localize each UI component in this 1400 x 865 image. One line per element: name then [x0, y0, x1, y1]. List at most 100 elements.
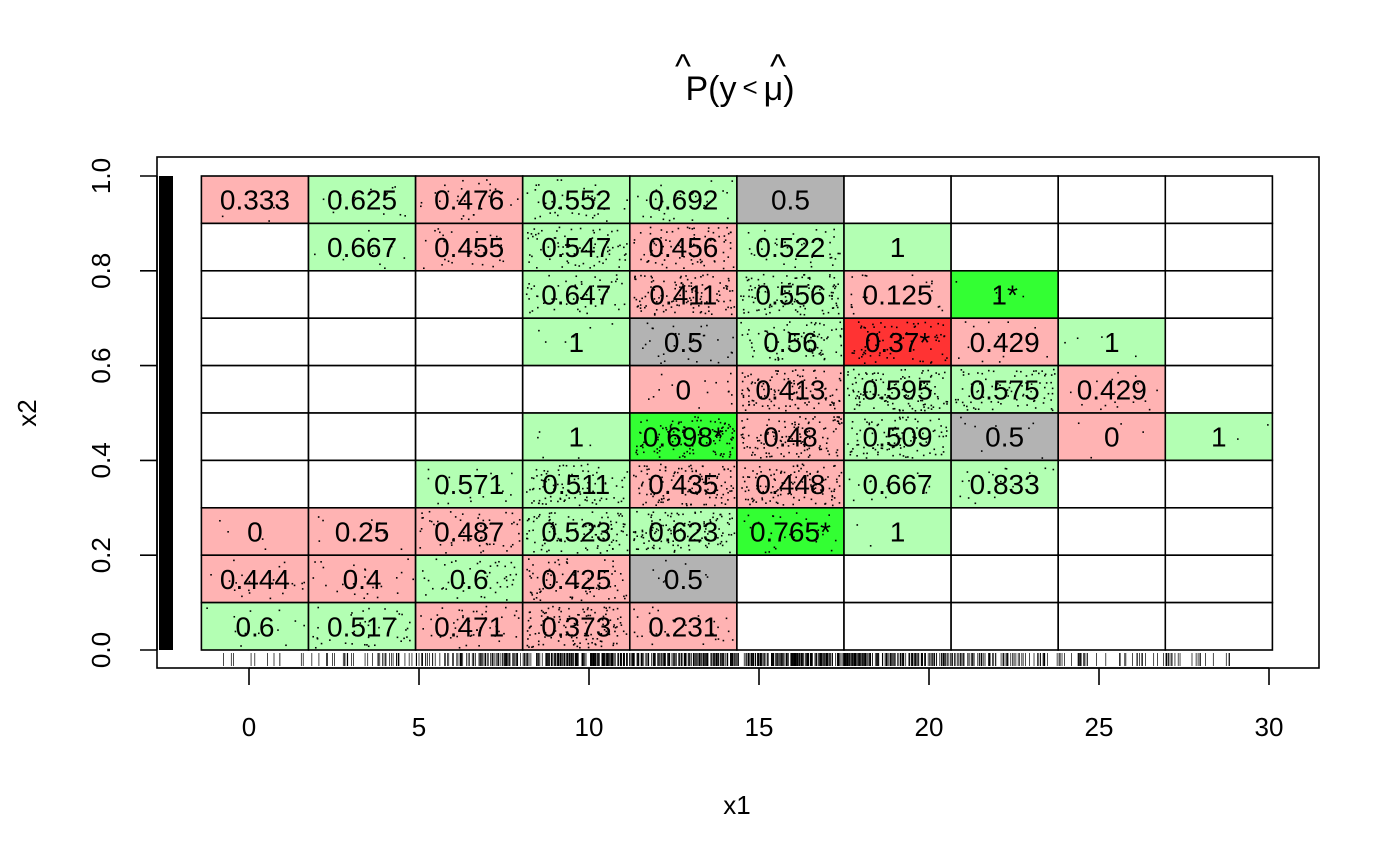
- data-point: [588, 524, 591, 526]
- data-point: [780, 440, 783, 443]
- data-point: [810, 485, 813, 488]
- data-point: [679, 437, 681, 439]
- data-point: [723, 453, 725, 455]
- data-point: [580, 283, 583, 285]
- data-point: [730, 307, 732, 309]
- data-point: [518, 519, 521, 521]
- data-point: [813, 407, 815, 410]
- data-point: [707, 230, 710, 233]
- y-tick-label: 0.4: [86, 442, 116, 478]
- data-point: [687, 480, 690, 483]
- data-point: [802, 305, 805, 307]
- data-point: [646, 473, 649, 475]
- data-point: [685, 624, 687, 627]
- data-point: [510, 545, 512, 548]
- data-point: [773, 431, 776, 434]
- data-point: [406, 627, 409, 630]
- data-point: [748, 404, 750, 406]
- data-point: [482, 550, 485, 552]
- data-point: [701, 260, 703, 263]
- data-point: [598, 228, 601, 231]
- data-point: [665, 426, 667, 429]
- data-point: [993, 496, 996, 499]
- data-point: [730, 485, 733, 487]
- data-point: [549, 258, 551, 261]
- data-point: [618, 258, 621, 261]
- data-point: [795, 277, 798, 279]
- data-point: [977, 372, 979, 374]
- data-point: [548, 531, 551, 533]
- data-point: [899, 447, 902, 449]
- data-point: [718, 294, 721, 296]
- data-point: [480, 525, 482, 527]
- data-point: [722, 426, 724, 429]
- data-point: [838, 502, 841, 504]
- data-point: [565, 303, 568, 305]
- data-point: [248, 592, 251, 594]
- data-point: [553, 616, 556, 618]
- data-point: [723, 423, 726, 425]
- data-point: [889, 352, 892, 355]
- data-point: [691, 289, 694, 291]
- data-point: [833, 277, 836, 279]
- data-point: [703, 434, 705, 437]
- data-point: [614, 303, 616, 306]
- data-point: [658, 433, 661, 436]
- data-point: [605, 512, 608, 514]
- data-point: [541, 229, 543, 232]
- data-point: [273, 206, 275, 209]
- data-point: [992, 370, 995, 373]
- data-point: [1156, 389, 1158, 392]
- heatmap-cell: [200, 269, 310, 319]
- data-point: [991, 408, 994, 411]
- cell-value-label: 0.37*: [865, 327, 930, 358]
- data-point: [791, 303, 794, 305]
- data-point: [577, 477, 580, 480]
- data-point: [796, 391, 798, 393]
- data-point: [780, 471, 782, 474]
- data-point: [704, 530, 706, 533]
- data-point: [823, 324, 825, 326]
- data-point: [864, 418, 866, 421]
- data-point: [535, 468, 538, 471]
- data-point: [870, 480, 872, 482]
- data-point: [502, 545, 505, 547]
- data-point: [970, 383, 973, 386]
- data-point: [752, 301, 755, 304]
- cell-value-label: 0.571: [434, 469, 504, 500]
- data-point: [684, 431, 686, 433]
- data-point: [752, 400, 755, 402]
- data-point: [720, 485, 723, 487]
- data-point: [730, 313, 733, 316]
- data-point: [942, 451, 945, 453]
- data-point: [589, 326, 592, 329]
- data-point: [856, 444, 858, 446]
- data-point: [995, 425, 997, 427]
- data-point: [469, 635, 472, 637]
- data-point: [866, 391, 868, 393]
- data-point: [704, 312, 707, 315]
- data-point: [825, 442, 828, 444]
- data-point: [712, 231, 715, 234]
- data-point: [438, 200, 441, 203]
- data-point: [837, 297, 839, 300]
- data-point: [529, 626, 531, 628]
- data-point: [538, 632, 540, 634]
- data-point: [317, 516, 320, 518]
- cell-value-label: 0.25: [335, 517, 390, 548]
- data-point: [769, 304, 771, 307]
- data-point: [608, 544, 611, 546]
- data-point: [747, 489, 750, 492]
- data-point: [1039, 382, 1041, 384]
- data-point: [749, 285, 752, 287]
- data-point: [477, 249, 480, 251]
- data-point: [695, 470, 697, 473]
- data-point: [668, 635, 670, 637]
- data-point: [607, 207, 609, 209]
- data-point: [724, 481, 726, 484]
- data-point: [618, 514, 620, 517]
- data-point: [877, 394, 880, 396]
- data-point: [516, 523, 519, 526]
- data-point: [552, 484, 555, 487]
- data-point: [663, 259, 666, 261]
